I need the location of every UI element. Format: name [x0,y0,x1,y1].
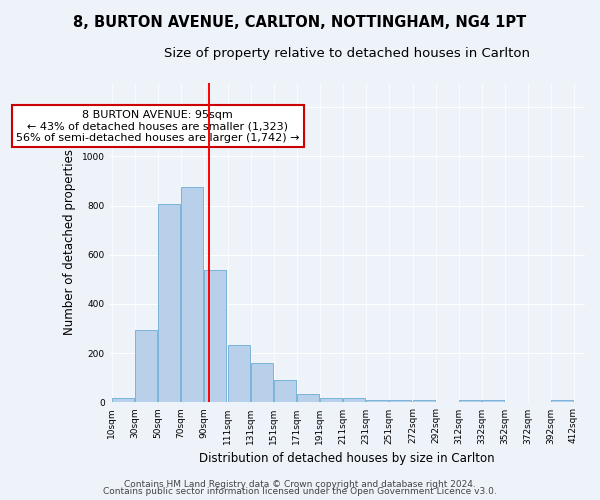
Bar [482,400,504,402]
Text: Contains HM Land Registry data © Crown copyright and database right 2024.: Contains HM Land Registry data © Crown c… [124,480,476,489]
Bar [298,394,319,402]
Bar [274,380,296,402]
Bar [413,400,435,402]
Y-axis label: Number of detached properties: Number of detached properties [63,150,76,336]
Text: 8, BURTON AVENUE, CARLTON, NOTTINGHAM, NG4 1PT: 8, BURTON AVENUE, CARLTON, NOTTINGHAM, N… [73,15,527,30]
Bar [459,400,481,402]
Bar [389,400,411,402]
X-axis label: Distribution of detached houses by size in Carlton: Distribution of detached houses by size … [199,452,495,465]
Bar [251,363,273,403]
Bar [551,400,573,402]
Text: 8 BURTON AVENUE: 95sqm
← 43% of detached houses are smaller (1,323)
56% of semi-: 8 BURTON AVENUE: 95sqm ← 43% of detached… [16,110,299,143]
Bar [343,398,365,402]
Bar [181,187,203,402]
Bar [112,398,134,402]
Title: Size of property relative to detached houses in Carlton: Size of property relative to detached ho… [164,48,530,60]
Bar [136,330,157,402]
Bar [320,398,342,402]
Bar [229,344,250,403]
Text: Contains public sector information licensed under the Open Government Licence v3: Contains public sector information licen… [103,487,497,496]
Bar [158,204,180,402]
Bar [366,400,388,402]
Bar [205,270,226,402]
